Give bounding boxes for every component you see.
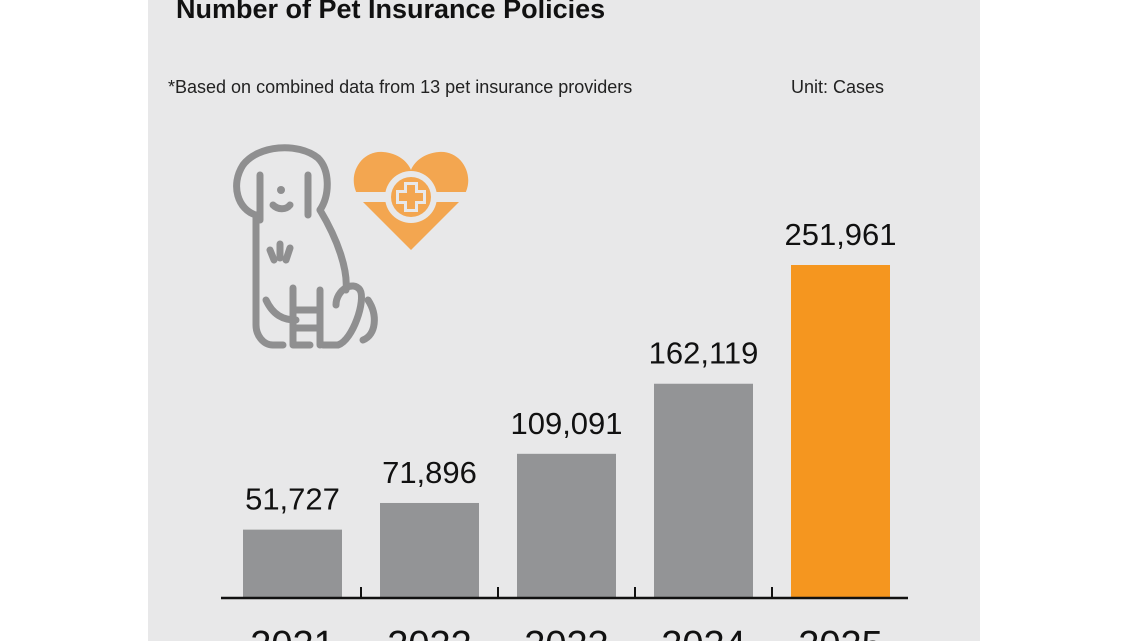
chart-subtitle: *Based on combined data from 13 pet insu… bbox=[168, 77, 633, 97]
unit-label: Unit: Cases bbox=[791, 77, 885, 97]
dog-icon bbox=[233, 144, 378, 349]
bar-2025 bbox=[791, 265, 890, 598]
bar-2023 bbox=[517, 453, 616, 598]
x-tick-label: 2024 bbox=[661, 624, 746, 641]
x-tick-label: 2025 bbox=[798, 624, 883, 641]
x-tick-label: 2021 bbox=[250, 624, 335, 641]
x-tick-label: 2022 bbox=[387, 624, 472, 641]
bar-2024 bbox=[654, 383, 753, 598]
data-label: 109,091 bbox=[510, 406, 622, 441]
pet-icons bbox=[233, 144, 471, 349]
data-label: 251,961 bbox=[784, 217, 896, 252]
x-tick-label: 2023 bbox=[524, 624, 609, 641]
chart-title: Number of Pet Insurance Policies bbox=[176, 0, 606, 24]
heart-medical-cross-icon bbox=[353, 151, 471, 250]
data-label: 71,896 bbox=[382, 455, 477, 490]
data-label: 162,119 bbox=[649, 336, 759, 371]
data-label: 51,727 bbox=[245, 482, 340, 517]
bar-2021 bbox=[243, 529, 342, 598]
bar-2022 bbox=[380, 502, 479, 598]
